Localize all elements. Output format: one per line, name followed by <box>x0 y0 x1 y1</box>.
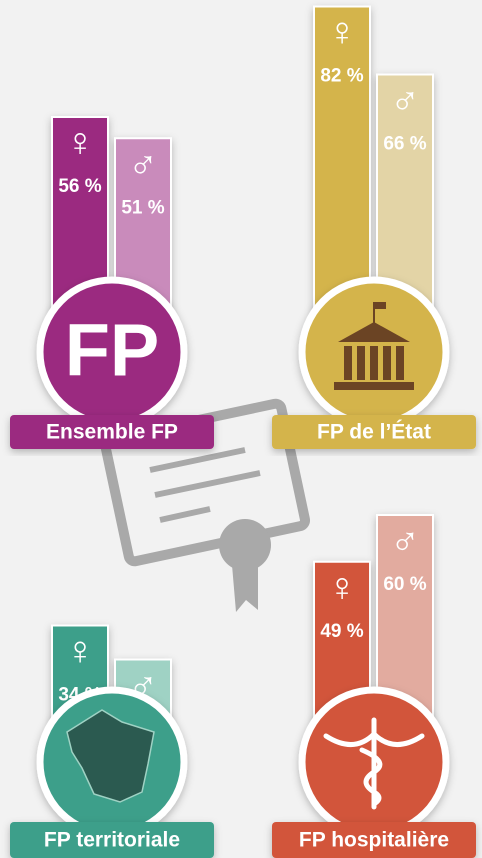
flag <box>374 302 386 309</box>
value-label: 66 % <box>383 134 426 155</box>
value-label: 60 % <box>383 574 426 595</box>
group: ♀34 %♂26 %FP territoriale <box>10 624 214 858</box>
group-title: FP hospitalière <box>299 829 449 852</box>
label-box <box>272 822 476 858</box>
label-box <box>10 415 214 449</box>
group: ♀ 82 % ♂ 66 % FP de l’État <box>272 5 476 449</box>
map-icon <box>66 709 155 803</box>
value-label: 51 % <box>121 197 164 218</box>
column <box>370 346 378 380</box>
gender-symbol: ♀ <box>65 629 95 673</box>
column <box>357 346 365 380</box>
group-title: FP territoriale <box>44 829 180 852</box>
gender-symbol: ♂ <box>128 142 158 186</box>
roof <box>338 322 410 342</box>
value-label: 49 % <box>320 621 363 642</box>
fp-icon-text: FP <box>65 309 160 392</box>
column <box>396 346 404 380</box>
column <box>383 346 391 380</box>
group-title: FP de l’État <box>317 421 431 444</box>
wings <box>323 730 425 747</box>
gender-symbol: ♀ <box>327 565 357 609</box>
caduceus-icon <box>323 717 425 810</box>
label-box <box>272 415 476 449</box>
gender-symbol: ♀ <box>65 121 95 165</box>
group-title: Ensemble FP <box>46 421 178 444</box>
column <box>344 346 352 380</box>
building-icon <box>334 302 414 390</box>
label-box <box>10 822 214 858</box>
gender-symbol: ♀ <box>327 10 357 54</box>
gender-symbol: ♂ <box>390 519 420 563</box>
value-label: 82 % <box>320 66 363 87</box>
base <box>334 382 414 390</box>
groups: ♀ 56 % ♂ 51 % FP Ensemble FP ♀ 82 % ♂ 66 % FP de l… <box>10 5 476 858</box>
snake <box>359 747 383 807</box>
flagpole <box>373 302 375 324</box>
value-label: 56 % <box>58 176 101 197</box>
gender-symbol: ♂ <box>390 78 420 122</box>
group: ♀ 49 % ♂ 60 % FP hospitalière <box>272 514 476 858</box>
group: ♀ 56 % ♂ 51 % FP Ensemble FP <box>10 116 214 449</box>
